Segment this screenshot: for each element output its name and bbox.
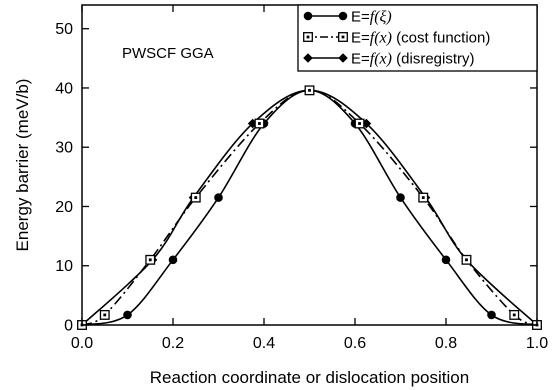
series-1-point-4	[214, 193, 223, 202]
legend-marker-left-2	[303, 32, 313, 42]
x-tick-label: 0.4	[253, 335, 275, 352]
x-axis-label: Reaction coordinate or dislocation posit…	[150, 368, 469, 387]
x-tick-label: 0.0	[71, 335, 93, 352]
x-tick-label: 1.0	[526, 335, 548, 352]
legend-marker-left-1	[303, 11, 313, 21]
series-line-2	[81, 89, 538, 326]
series-1-point-8	[396, 193, 405, 202]
legend-marker-right-2	[338, 32, 348, 42]
x-tick-label: 0.6	[344, 335, 366, 352]
series-markers	[77, 85, 542, 330]
series-2-point-7	[354, 118, 365, 129]
series-2-point-3	[145, 254, 156, 265]
series-1-point-3	[168, 255, 178, 265]
series-line-1	[81, 89, 538, 326]
series-1-point-9	[441, 255, 451, 265]
y-axis-label: Energy barrier (meV/b)	[13, 79, 32, 252]
series-3-point-6	[361, 118, 372, 129]
series-2-point-2	[99, 309, 110, 320]
series-2-point-9	[461, 254, 472, 265]
y-tick-label: 30	[55, 140, 73, 157]
legend-marker-left-3	[303, 53, 313, 63]
legend-label-3: E=f(x) (disregistry)	[351, 51, 475, 68]
series-2-point-6	[304, 85, 315, 96]
legend-label-1: E=f(ξ)	[351, 9, 392, 26]
y-tick-label: 10	[55, 258, 73, 275]
y-tick-label: 0	[64, 318, 73, 335]
y-tick-label: 50	[55, 21, 73, 38]
legend: E=f(ξ) E=f(x) (cost function) E=f(x) (disr…	[297, 4, 538, 72]
legend-label-2: E=f(x) (cost function)	[351, 30, 490, 47]
legend-marker-right-3	[338, 53, 348, 63]
y-tick-label: 20	[55, 199, 73, 216]
series-1-point-2	[123, 310, 132, 320]
chart-annotation: PWSCF GGA	[122, 45, 214, 62]
series-3-point-4	[247, 118, 258, 129]
x-tick-label: 0.2	[162, 335, 184, 352]
series-1-point-10	[487, 310, 496, 320]
legend-marker-right-1	[338, 11, 348, 21]
series-2-point-8	[418, 192, 429, 203]
series-2-point-5	[254, 118, 265, 129]
axis-ticks: 0.0 0.2 0.4 0.6 0.8 1.0 0 10 20 30 40 50	[55, 5, 548, 352]
series-2-point-10	[509, 309, 520, 320]
y-tick-label: 40	[55, 80, 73, 97]
series-2-point-4	[190, 192, 201, 203]
series-curves	[81, 89, 538, 326]
x-tick-label: 0.8	[435, 335, 457, 352]
